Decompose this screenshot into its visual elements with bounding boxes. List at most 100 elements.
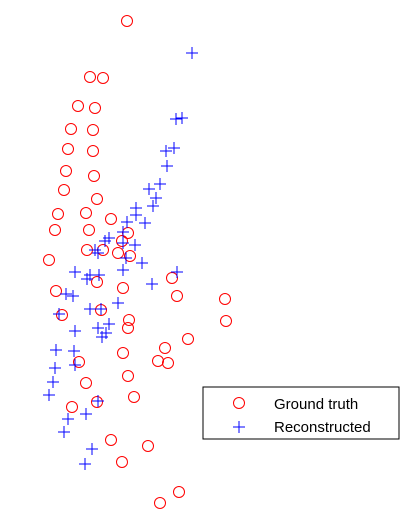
ground-truth-point bbox=[159, 342, 171, 354]
ground-truth-point bbox=[52, 208, 64, 220]
reconstructed-point bbox=[117, 226, 129, 238]
ground-truth-point bbox=[182, 333, 194, 345]
reconstructed-point bbox=[69, 359, 81, 371]
reconstructed-point bbox=[62, 413, 74, 425]
ground-truth-point bbox=[171, 290, 183, 302]
reconstructed-point bbox=[146, 278, 158, 290]
reconstructed-point bbox=[150, 192, 162, 204]
reconstructed-point bbox=[92, 247, 104, 259]
ground-truth-point bbox=[116, 456, 128, 468]
reconstructed-point bbox=[49, 362, 61, 374]
ground-truth-point bbox=[117, 347, 129, 359]
ground-truth-point bbox=[65, 123, 77, 135]
reconstructed-point bbox=[86, 443, 98, 455]
reconstructed-point bbox=[93, 269, 105, 281]
ground-truth-point bbox=[58, 184, 70, 196]
ground-truth-point bbox=[91, 276, 103, 288]
ground-truth-point bbox=[117, 282, 129, 294]
reconstructed-point bbox=[81, 273, 93, 285]
ground-truth-point bbox=[91, 193, 103, 205]
reconstructed-point bbox=[95, 303, 107, 315]
reconstructed-point bbox=[170, 113, 182, 125]
ground-truth-point bbox=[80, 207, 92, 219]
ground-truth-point bbox=[73, 356, 85, 368]
ground-truth-point bbox=[162, 357, 174, 369]
reconstructed-point bbox=[79, 458, 91, 470]
legend-box bbox=[202, 386, 400, 440]
reconstructed-point bbox=[129, 239, 141, 251]
reconstructed-point bbox=[89, 244, 101, 256]
reconstructed-point bbox=[186, 47, 198, 59]
reconstructed-point bbox=[136, 257, 148, 269]
reconstructed-point bbox=[161, 160, 173, 172]
ground-truth-point bbox=[122, 370, 134, 382]
reconstructed-point bbox=[80, 408, 92, 420]
ground-truth-point bbox=[66, 401, 78, 413]
reconstructed-point bbox=[53, 308, 65, 320]
reconstructed-point bbox=[69, 266, 81, 278]
ground-truth-point bbox=[152, 355, 164, 367]
ground-truth-point bbox=[154, 497, 166, 509]
ground-truth-point bbox=[124, 250, 136, 262]
reconstructed-point bbox=[99, 235, 111, 247]
ground-truth-point bbox=[105, 434, 117, 446]
ground-truth-point bbox=[87, 145, 99, 157]
ground-truth-point bbox=[83, 224, 95, 236]
reconstructed-point bbox=[117, 237, 129, 249]
ground-truth-point bbox=[80, 377, 92, 389]
ground-truth-point bbox=[87, 124, 99, 136]
reconstructed-point bbox=[58, 426, 70, 438]
reconstructed-point bbox=[139, 217, 151, 229]
ground-truth-point bbox=[173, 486, 185, 498]
reconstructed-point bbox=[67, 290, 79, 302]
ground-truth-point bbox=[56, 309, 68, 321]
reconstructed-point bbox=[92, 395, 104, 407]
ground-truth-point bbox=[97, 72, 109, 84]
reconstructed-point bbox=[154, 178, 166, 190]
ground-truth-point bbox=[50, 285, 62, 297]
ground-truth-point bbox=[88, 170, 100, 182]
ground-truth-point bbox=[84, 71, 96, 83]
reconstructed-point bbox=[112, 297, 124, 309]
reconstructed-point bbox=[121, 216, 133, 228]
ground-truth-point bbox=[219, 293, 231, 305]
reconstructed-point bbox=[120, 252, 132, 264]
legend-label-reconstructed: Reconstructed bbox=[274, 419, 371, 436]
ground-truth-point bbox=[72, 100, 84, 112]
reconstructed-point bbox=[103, 318, 115, 330]
ground-truth-point bbox=[105, 213, 117, 225]
ground-truth-point bbox=[116, 235, 128, 247]
reconstructed-point bbox=[117, 264, 129, 276]
reconstructed-point bbox=[47, 376, 59, 388]
legend-marker-ground-truth bbox=[233, 397, 245, 409]
ground-truth-point bbox=[121, 15, 133, 27]
ground-truth-point bbox=[128, 391, 140, 403]
reconstructed-point bbox=[143, 183, 155, 195]
reconstructed-point bbox=[147, 200, 159, 212]
ground-truth-point bbox=[89, 102, 101, 114]
ground-truth-point bbox=[166, 272, 178, 284]
reconstructed-point bbox=[96, 331, 108, 343]
reconstructed-point bbox=[68, 345, 80, 357]
ground-truth-point bbox=[123, 314, 135, 326]
ground-truth-point bbox=[122, 227, 134, 239]
ground-truth-point bbox=[112, 247, 124, 259]
legend-label-ground-truth: Ground truth bbox=[274, 396, 358, 413]
ground-truth-point bbox=[43, 254, 55, 266]
legend: Ground truth Reconstructed bbox=[202, 386, 400, 440]
ground-truth-point bbox=[62, 143, 74, 155]
reconstructed-point bbox=[50, 344, 62, 356]
reconstructed-point bbox=[69, 325, 81, 337]
reconstructed-point bbox=[171, 266, 183, 278]
reconstructed-point bbox=[168, 142, 180, 154]
ground-truth-point bbox=[60, 165, 72, 177]
ground-truth-point bbox=[49, 224, 61, 236]
reconstructed-point bbox=[60, 288, 72, 300]
reconstructed-point bbox=[176, 112, 188, 124]
points-layer bbox=[43, 15, 232, 509]
ground-truth-point bbox=[122, 322, 134, 334]
ground-truth-point bbox=[220, 315, 232, 327]
reconstructed-point bbox=[84, 303, 96, 315]
reconstructed-point bbox=[43, 389, 55, 401]
